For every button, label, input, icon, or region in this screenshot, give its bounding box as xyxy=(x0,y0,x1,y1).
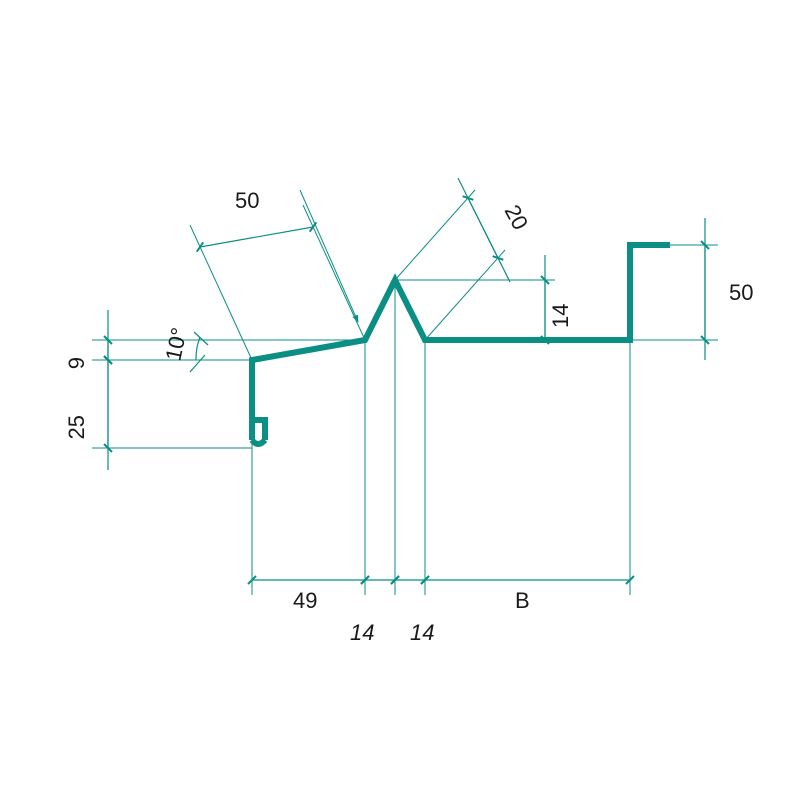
dim-50-top-left: 50 xyxy=(235,188,259,213)
dim-50-right: 50 xyxy=(729,280,753,305)
extension-lines xyxy=(92,190,718,595)
dim-14-peak: 14 xyxy=(548,304,573,328)
dim-49: 49 xyxy=(293,588,317,613)
drawing-canvas: 50 50 9 25 49 14 14 B 20 14 10° xyxy=(0,0,800,800)
dimension-texts: 50 50 9 25 49 14 14 B 20 14 10° xyxy=(64,188,753,645)
dimension-lines xyxy=(108,178,705,580)
dim-9: 9 xyxy=(64,357,89,369)
dim-B: B xyxy=(515,588,530,613)
dim-14b: 14 xyxy=(410,620,434,645)
dim-20: 20 xyxy=(500,201,534,234)
dim-14a: 14 xyxy=(350,620,374,645)
profile-outline xyxy=(252,245,670,444)
dim-25: 25 xyxy=(64,415,89,439)
dim-10deg: 10° xyxy=(160,325,191,363)
